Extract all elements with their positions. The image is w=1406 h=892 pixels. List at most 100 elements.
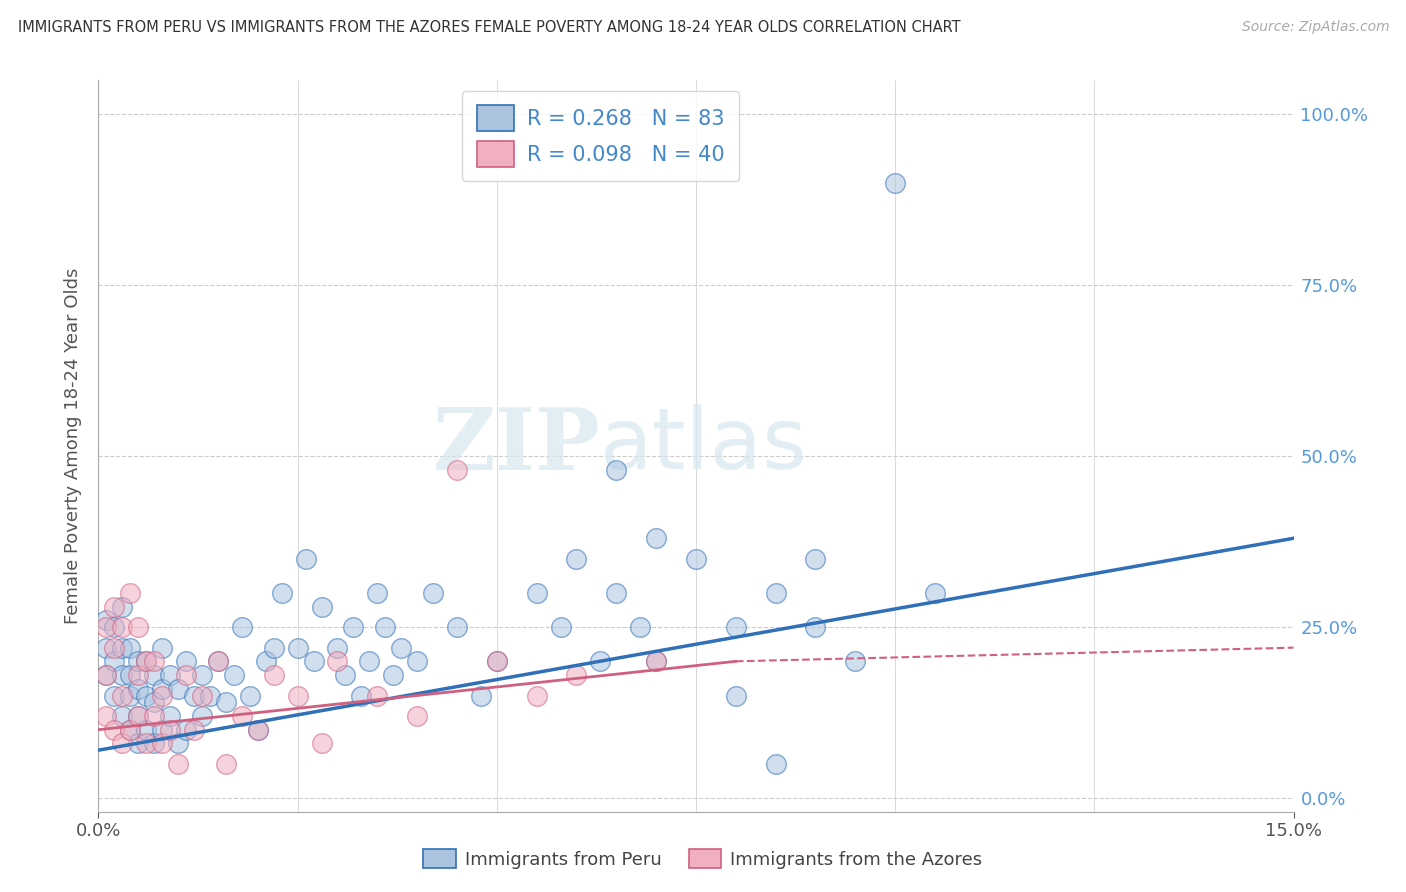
Point [143,736,166,750]
Point [96,668,118,682]
Point [183,689,205,703]
Point [191,709,214,723]
Point [111,736,134,750]
Point [374,620,396,634]
Point [565,551,588,566]
Point [150,640,173,655]
Point [446,463,468,477]
Point [150,681,173,696]
Text: Source: ZipAtlas.com: Source: ZipAtlas.com [1241,20,1389,34]
Point [167,736,190,750]
Point [804,620,827,634]
Point [470,689,492,703]
Point [150,723,173,737]
Point [167,681,190,696]
Point [150,736,173,750]
Point [120,723,142,737]
Point [135,736,157,750]
Point [143,654,166,668]
Point [645,654,668,668]
Point [294,551,316,566]
Point [605,463,627,477]
Point [127,654,149,668]
Point [191,668,214,682]
Point [526,689,548,703]
Point [215,756,238,771]
Point [311,599,333,614]
Point [485,654,508,668]
Point [302,654,325,668]
Point [326,640,349,655]
Point [389,640,412,655]
Point [127,668,149,682]
Point [359,654,381,668]
Point [311,736,333,750]
Point [342,620,364,634]
Point [120,668,142,682]
Point [246,723,269,737]
Point [724,689,747,703]
Point [526,586,548,600]
Point [159,668,181,682]
Point [103,599,125,614]
Point [645,654,668,668]
Point [96,640,118,655]
Point [167,756,190,771]
Point [263,668,285,682]
Point [287,689,309,703]
Point [589,654,612,668]
Point [120,586,142,600]
Point [366,586,388,600]
Point [96,668,118,682]
Point [103,689,125,703]
Point [143,668,166,682]
Y-axis label: Female Poverty Among 18-24 Year Olds: Female Poverty Among 18-24 Year Olds [65,268,83,624]
Point [628,620,651,634]
Legend: R = 0.268   N = 83, R = 0.098   N = 40: R = 0.268 N = 83, R = 0.098 N = 40 [463,91,738,181]
Point [446,620,468,634]
Point [135,654,157,668]
Point [287,640,309,655]
Point [231,620,253,634]
Point [127,620,149,634]
Point [111,668,134,682]
Point [844,654,866,668]
Point [326,654,349,668]
Point [143,709,166,723]
Point [605,586,627,600]
Point [127,681,149,696]
Point [422,586,444,600]
Point [96,613,118,627]
Point [103,723,125,737]
Point [565,668,588,682]
Point [135,689,157,703]
Point [159,709,181,723]
Point [96,709,118,723]
Point [111,709,134,723]
Point [127,736,149,750]
Point [765,586,787,600]
Point [207,654,229,668]
Point [191,689,214,703]
Point [150,689,173,703]
Point [350,689,373,703]
Point [270,586,292,600]
Point [239,689,262,703]
Point [174,668,197,682]
Point [765,756,787,771]
Point [366,689,388,703]
Text: atlas: atlas [600,404,808,488]
Point [159,723,181,737]
Point [724,620,747,634]
Point [111,620,134,634]
Point [924,586,946,600]
Point [127,709,149,723]
Point [174,723,197,737]
Point [884,176,907,190]
Text: ZIP: ZIP [433,404,600,488]
Point [120,689,142,703]
Point [103,640,125,655]
Point [111,599,134,614]
Point [222,668,245,682]
Point [174,654,197,668]
